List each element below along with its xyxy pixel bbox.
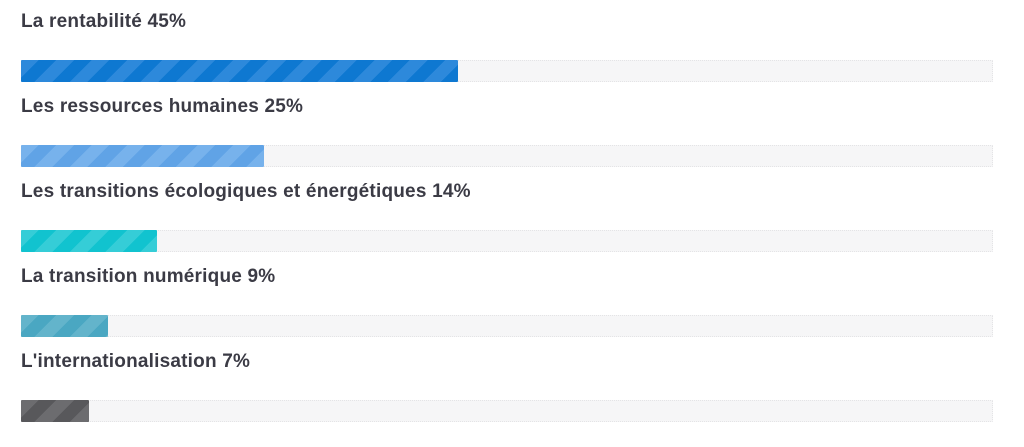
bar-label: La transition numérique 9% [21, 266, 276, 287]
bar-chart: La rentabilité 45% Les ressources humain… [21, 8, 993, 422]
bar-track [21, 60, 993, 82]
bar-label: La rentabilité 45% [21, 11, 187, 32]
bar-label: Les ressources humaines 25% [21, 96, 304, 117]
bar-label: L'internationalisation 7% [21, 351, 251, 372]
bar-track [21, 400, 993, 422]
bar-row: La rentabilité 45% [21, 8, 993, 82]
bar-row: La transition numérique 9% [21, 263, 993, 337]
bar-row: Les transitions écologiques et énergétiq… [21, 178, 993, 252]
bar-fill [21, 315, 109, 337]
bar-track [21, 230, 993, 252]
bar-row: L'internationalisation 7% [21, 348, 993, 422]
bar-fill [21, 400, 89, 422]
bar-fill [21, 145, 264, 167]
bar-track [21, 145, 993, 167]
bar-fill [21, 230, 157, 252]
bar-track [21, 315, 993, 337]
bar-fill [21, 60, 458, 82]
bar-row: Les ressources humaines 25% [21, 93, 993, 167]
bar-label: Les transitions écologiques et énergétiq… [21, 181, 471, 202]
